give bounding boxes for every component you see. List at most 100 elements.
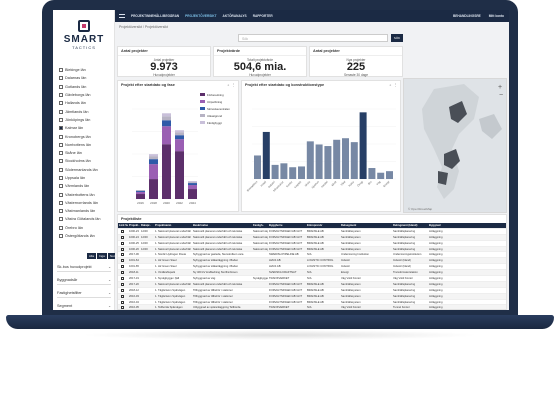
account-link[interactable]: Mitt konto [488, 14, 504, 18]
bar-segment[interactable] [162, 126, 171, 145]
county-item[interactable]: Västerbottens län [59, 190, 111, 198]
filter-segment[interactable]: Segment ⌄ [57, 302, 111, 310]
edit-icon[interactable] [118, 300, 128, 304]
legend-item[interactable]: Färdigbyggt [200, 119, 230, 126]
select-all-button[interactable]: Alla [87, 253, 97, 259]
county-item[interactable]: Jönköpings län [59, 116, 111, 124]
edit-icon[interactable] [118, 294, 128, 298]
checkbox[interactable] [59, 167, 63, 172]
checkbox[interactable] [59, 109, 63, 114]
bar[interactable] [324, 146, 332, 179]
filter-fastighet[interactable]: Fastighetsfilter ⌄ [57, 289, 111, 298]
column-header[interactable]: Delmgment (bland) [393, 223, 418, 227]
checkbox[interactable] [59, 184, 63, 189]
table-row[interactable]: 2017-20 1. Nationell planerat underhåll Na… [118, 281, 506, 288]
checkbox[interactable] [59, 234, 63, 239]
search-icon[interactable]: ⌕ [227, 83, 230, 87]
edit-icon[interactable] [118, 253, 128, 257]
zoom-out-icon[interactable]: − [499, 92, 503, 99]
edit-icon[interactable] [118, 235, 128, 239]
edit-icon[interactable] [118, 229, 128, 233]
bar-segment[interactable] [175, 130, 184, 133]
county-item[interactable]: Kalmar län [59, 124, 111, 132]
menu-dots-icon[interactable]: ⋮ [393, 83, 398, 87]
nav-tab[interactable]: PROJEKTÖVERSIKT [185, 14, 217, 18]
table-row[interactable]: 2018-11 1. Vindkraftspark Ny 460 kV kraftl… [118, 270, 506, 277]
bar-segment[interactable] [149, 164, 158, 180]
county-item[interactable]: Skåne län [59, 149, 111, 157]
table-row[interactable]: 2016-03 1. Tågfartsom Spårvägen Tillbyggna… [118, 293, 506, 300]
bar-segment[interactable] [188, 181, 197, 183]
county-item[interactable]: Uppsala län [59, 174, 111, 182]
table-row[interactable]: 1000-26 12/00 1. Nationell planerat underh… [118, 246, 506, 253]
county-item[interactable]: Örebro län [59, 224, 111, 232]
bar[interactable] [254, 155, 261, 179]
legend-item[interactable]: Utrparbining [200, 98, 230, 105]
edit-icon[interactable] [118, 247, 128, 251]
checkbox[interactable] [59, 76, 63, 81]
table-row[interactable]: 1001-65 1. H2 Green Steel Nybyggnad av stå… [118, 264, 506, 271]
column-header[interactable]: Byggnad [429, 223, 441, 227]
bar-segment[interactable] [175, 132, 184, 136]
legend-item[interactable]: Förberedning [200, 91, 230, 98]
nav-tab[interactable]: RAPPORTER [252, 14, 273, 18]
table-row[interactable]: 2016-05 1. Tellborda Spårvägen Utbyggnad a… [118, 305, 506, 309]
bar[interactable] [368, 168, 376, 179]
county-item[interactable]: Kronobergs län [59, 132, 111, 140]
county-item[interactable]: Norrbottens län [59, 141, 111, 149]
county-item[interactable]: Dalarnas län [59, 74, 111, 82]
bar-segment[interactable] [188, 189, 197, 199]
search-icon[interactable]: ⌕ [389, 83, 392, 87]
edit-icon[interactable] [118, 288, 128, 292]
county-item[interactable]: Södermanlands län [59, 166, 111, 174]
bar-segment[interactable] [188, 183, 197, 186]
bar-segment[interactable] [162, 116, 171, 121]
checkbox[interactable] [59, 217, 63, 222]
checkbox[interactable] [59, 151, 63, 156]
sweden-map[interactable]: © OpenStreetMap + − [403, 78, 507, 213]
checkbox[interactable] [59, 93, 63, 98]
bar-segment[interactable] [162, 113, 171, 117]
bar-segment[interactable] [149, 154, 158, 157]
bar-segment[interactable] [175, 135, 184, 140]
region-highlight[interactable] [438, 171, 448, 185]
county-item[interactable]: Östergötlands län [59, 232, 111, 240]
county-item[interactable]: Jämtlands län [59, 107, 111, 115]
bar-segment[interactable] [136, 192, 145, 195]
column-header[interactable]: Projektnamn [155, 223, 172, 227]
table-row[interactable]: 1000-23 12/00 1. Nationell planerat underh… [118, 229, 506, 235]
bar[interactable] [306, 141, 314, 179]
bar-segment[interactable] [175, 151, 184, 199]
bar[interactable] [298, 166, 305, 179]
checkbox[interactable] [59, 142, 63, 147]
checkbox[interactable] [59, 68, 63, 73]
bar[interactable] [386, 171, 393, 179]
filter-sk-bus[interactable]: Sk-bus huvudprojekt ⌄ [57, 263, 111, 272]
bar[interactable] [262, 131, 270, 179]
column-header[interactable]: Fastigh.. [253, 223, 265, 227]
table-row[interactable]: 1000-24 12/00 1. Nationell planerat underh… [118, 234, 506, 241]
edit-icon[interactable] [118, 241, 128, 245]
checkbox[interactable] [59, 84, 63, 89]
menu-dots-icon[interactable]: ⋮ [231, 83, 236, 87]
checkbox[interactable] [59, 225, 63, 230]
filter-byggnadsar[interactable]: Byggnadsår ⌄ [57, 276, 111, 285]
county-item[interactable]: Värmlands län [59, 182, 111, 190]
nav-tab[interactable]: PROJEKTINNEHÅLL/BEGÄRAN [131, 14, 180, 18]
search-button[interactable]: SÖK [391, 34, 403, 42]
edit-icon[interactable] [118, 271, 128, 275]
checkbox[interactable] [59, 200, 63, 205]
table-row[interactable]: 2018-12 1. Tågfartsom Spårvägen Tillbyggna… [118, 288, 506, 294]
bar-segment[interactable] [136, 191, 145, 193]
zoom-in-icon[interactable]: + [498, 84, 502, 91]
bar[interactable] [377, 172, 385, 179]
column-header[interactable]: Entreprenör [307, 223, 323, 227]
edit-icon[interactable] [118, 276, 128, 280]
bar-segment[interactable] [188, 185, 197, 190]
bar-segment[interactable] [162, 120, 171, 127]
county-item[interactable]: Västmanlands län [59, 207, 111, 215]
user-menu[interactable]: BEHANDLINGSRE [452, 14, 481, 18]
bar[interactable] [333, 139, 341, 179]
search-input[interactable]: Sök [238, 34, 388, 42]
column-header[interactable]: Byggherre [269, 223, 283, 227]
